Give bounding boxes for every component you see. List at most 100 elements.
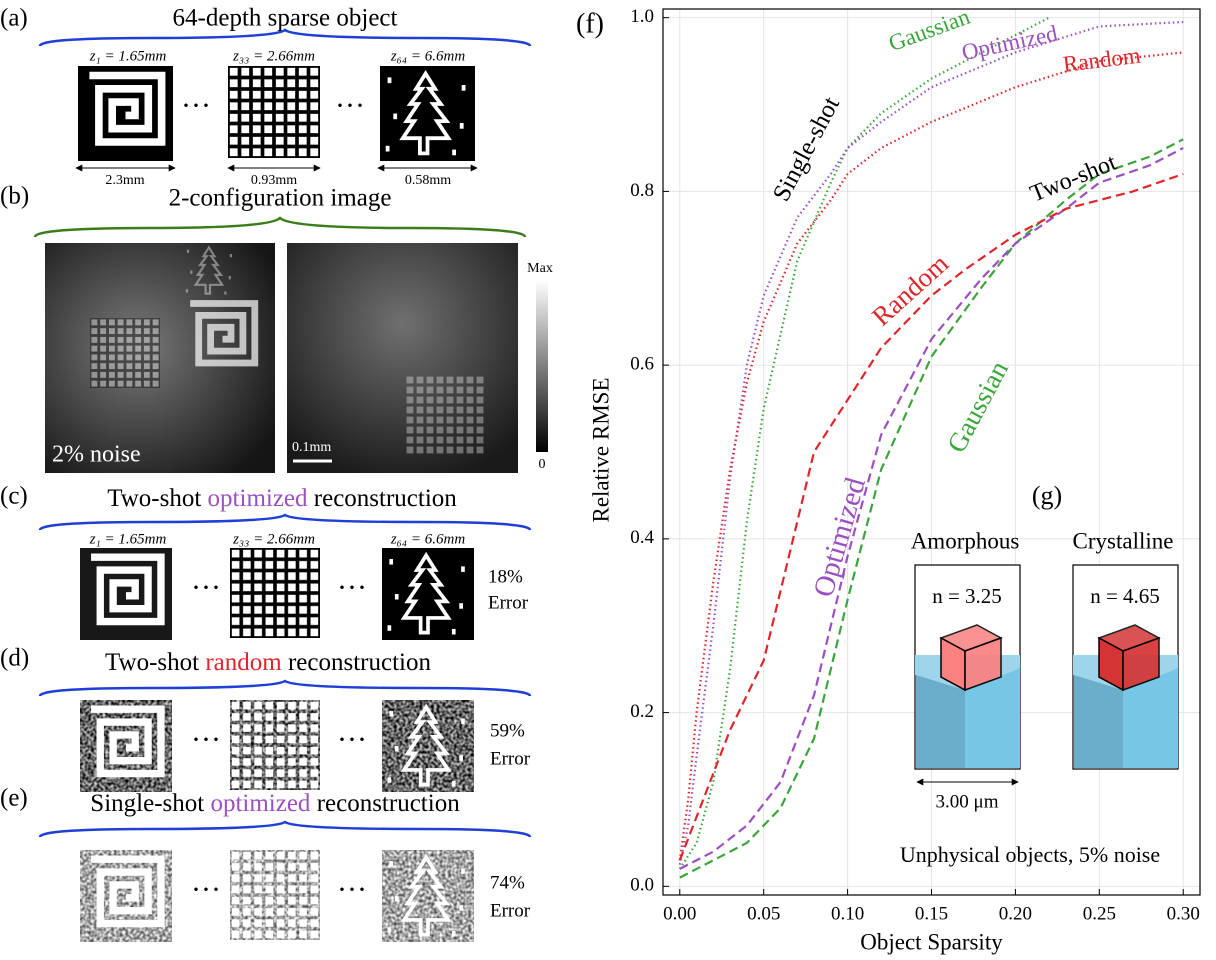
ellipsis: ··· [191, 723, 221, 756]
ellipsis: ··· [337, 873, 367, 906]
scale-label: 0.1mm [292, 440, 331, 455]
depth-label: z₃₃ = 2.66mm [232, 48, 315, 64]
image-feature [181, 243, 239, 298]
y-axis-label: Relative RMSE [588, 377, 613, 522]
title-part: Two-shot [105, 649, 205, 676]
reconstruction-image [80, 548, 172, 640]
panel-title: Two-shot optimized reconstruction [107, 485, 457, 512]
refractive-index: n = 4.65 [1090, 584, 1160, 608]
annotation: Optimized [959, 20, 1060, 65]
panel-label: (e) [0, 785, 28, 812]
error-label: Error [490, 900, 531, 921]
error-value: 74% [490, 872, 525, 893]
annotation: Random [1062, 43, 1143, 77]
reconstruction-image [230, 850, 320, 940]
scale-label: 3.00 μm [936, 791, 999, 812]
error-value: 18% [488, 566, 523, 587]
brace [33, 216, 527, 238]
ellipsis: ··· [337, 723, 367, 756]
chart: 0.00 0.05 0.10 0.15 0.20 0.25 0.30 0.0 0.2 0.4 0.6… [576, 4, 1201, 954]
material-name: Crystalline [1073, 528, 1174, 553]
x-tick-label: 0.30 [1167, 903, 1200, 924]
cube-side [964, 636, 1002, 692]
error-label: Error [490, 748, 531, 769]
title-part: Single-shot [90, 790, 210, 817]
y-tick-label: 1.0 [630, 6, 654, 27]
ellipsis: ··· [191, 873, 221, 906]
object-image [380, 66, 475, 161]
depth-label: z₁ = 1.65mm [89, 48, 167, 64]
reconstruction-image [80, 850, 172, 942]
image-feature [180, 295, 265, 380]
depth-label: z₁ = 1.65mm [89, 531, 167, 547]
material-name: Amorphous [911, 528, 1020, 553]
substrate-right [965, 668, 1020, 768]
annotation: Gaussian [941, 356, 1014, 458]
x-tick-label: 0.10 [831, 903, 864, 924]
annotation: (g) [1032, 481, 1062, 510]
reconstruction-image [80, 700, 172, 792]
panel-label: (b) [0, 183, 29, 210]
ellipsis: ··· [335, 89, 365, 122]
title-part: reconstruction [282, 649, 432, 676]
substrate-right [1123, 668, 1178, 768]
series-line [678, 20, 1184, 865]
image-feature [405, 375, 485, 455]
depth-label: z₆₄ = 6.6mm [390, 531, 465, 547]
x-tick-label: 0.05 [747, 903, 780, 924]
reconstruction-image [382, 850, 474, 942]
x-tick-label: 0.25 [1083, 903, 1116, 924]
object-image [78, 66, 173, 161]
depth-label: z₃₃ = 2.66mm [232, 531, 315, 547]
substrate-left [916, 675, 965, 768]
panel-label: (c) [0, 483, 28, 510]
x-axis-label: Object Sparsity [860, 929, 1003, 954]
object-image [228, 66, 320, 158]
panel-title: Single-shot optimized reconstruction [90, 790, 460, 817]
series-line [678, 51, 1184, 861]
reconstruction-image [230, 548, 320, 638]
annotation: Unphysical objects, 5% noise [900, 842, 1160, 867]
ellipsis: ··· [191, 571, 221, 604]
noise-label: 2% noise [52, 442, 141, 468]
depth-label: z₆₄ = 6.6mm [390, 48, 465, 64]
reconstruction-image [230, 700, 320, 790]
x-tick-label: 0.20 [999, 903, 1032, 924]
plot-frame [662, 8, 1201, 896]
series-line [678, 172, 1184, 861]
y-tick-label: 0.4 [630, 527, 654, 548]
title-part: optimized [210, 790, 310, 817]
x-tick-label: 0.00 [663, 903, 696, 924]
reconstruction-image [382, 700, 474, 792]
noisy-images [80, 850, 474, 942]
size-label: 0.58mm [405, 173, 451, 188]
brace [38, 513, 532, 531]
ellipsis: ··· [181, 89, 211, 122]
series-line [678, 16, 1050, 870]
substrate-left [1074, 675, 1123, 768]
panel-label: (d) [0, 645, 29, 672]
panel-title: 2-configuration image [169, 185, 392, 212]
size-label: 0.93mm [251, 173, 297, 188]
colorbar-label: Max [527, 261, 553, 276]
brace [38, 28, 532, 47]
colorbar-label: 0 [539, 457, 546, 472]
series-line [679, 147, 1184, 870]
y-tick-label: 0.8 [630, 180, 654, 201]
colorbar [536, 280, 548, 452]
cube-side [1122, 636, 1160, 692]
x-tick-label: 0.15 [915, 903, 948, 924]
series-line [679, 138, 1184, 879]
panel-label: (a) [0, 5, 28, 32]
title-part: reconstruction [308, 485, 458, 512]
annotation: (f) [576, 8, 604, 39]
y-tick-label: 0.2 [630, 701, 654, 722]
reconstruction-image [382, 548, 474, 640]
noisy-images [80, 700, 474, 792]
ellipsis: ··· [337, 571, 367, 604]
error-value: 59% [490, 720, 525, 741]
error-label: Error [488, 592, 529, 613]
title-part: random [205, 649, 282, 676]
size-label: 2.3mm [105, 173, 144, 188]
